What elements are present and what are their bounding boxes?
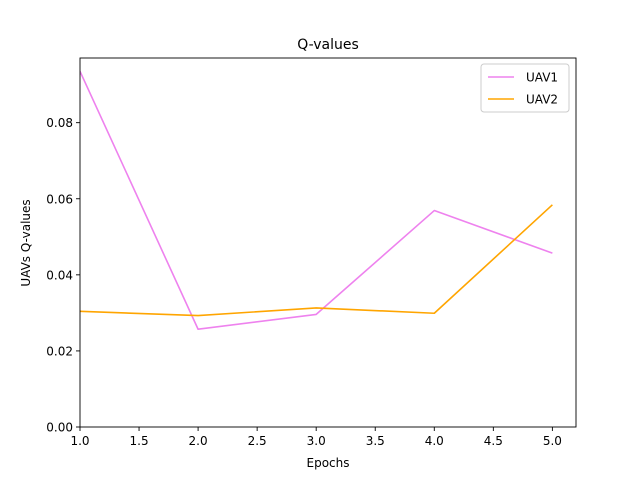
x-axis-label: Epochs xyxy=(307,456,350,470)
x-tick-label: 5.0 xyxy=(543,434,562,448)
plot-area: 1.0 1.5 2.0 2.5 3.0 3.5 4.0 4.5 5.0 0.00 0.02 0.04 0… xyxy=(46,57,577,448)
legend-label-uav2: UAV2 xyxy=(526,93,558,107)
y-tick-label: 0.08 xyxy=(46,116,73,130)
x-tick-label: 4.0 xyxy=(425,434,444,448)
y-tick-label: 0.06 xyxy=(46,192,73,206)
x-tick-label: 4.5 xyxy=(484,434,503,448)
y-tick-label: 0.00 xyxy=(46,421,73,435)
x-tick-label: 2.5 xyxy=(248,434,267,448)
x-tick-label: 1.5 xyxy=(130,434,149,448)
x-tick-label: 3.0 xyxy=(307,434,326,448)
y-axis-label: UAVs Q-values xyxy=(19,199,33,286)
legend-label-uav1: UAV1 xyxy=(526,71,558,85)
y-tick-label: 0.04 xyxy=(46,268,73,282)
axes-frame xyxy=(79,57,577,428)
series-line-uav1 xyxy=(80,70,553,331)
legend-box xyxy=(480,63,570,113)
x-tick-label: 2.0 xyxy=(189,434,208,448)
y-tick-label: 0.02 xyxy=(46,344,73,358)
series-line-uav2 xyxy=(80,204,553,317)
x-tick-label: 3.5 xyxy=(366,434,385,448)
x-tick-label: 1.0 xyxy=(70,434,89,448)
chart-title: Q-values xyxy=(297,37,359,53)
